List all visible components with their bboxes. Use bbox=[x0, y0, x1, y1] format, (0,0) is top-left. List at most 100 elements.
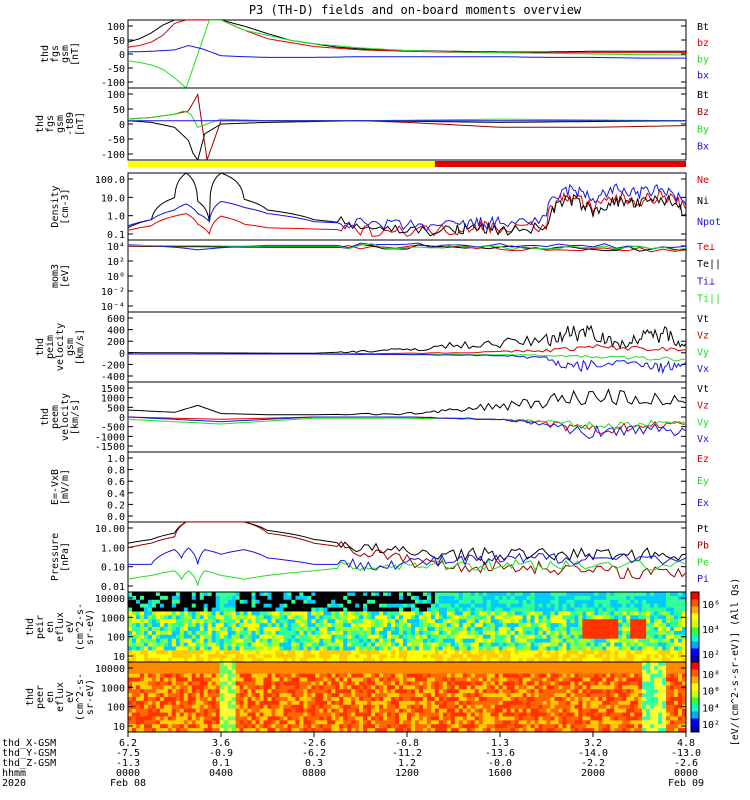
spectrogram-cell bbox=[446, 642, 452, 647]
spectrogram-cell bbox=[546, 607, 551, 612]
spectrogram-cell bbox=[239, 669, 244, 675]
spectrogram-cell bbox=[299, 720, 304, 725]
spectrogram-cell bbox=[367, 677, 372, 682]
spectrogram-cell bbox=[167, 627, 173, 632]
spectrogram-cell bbox=[199, 658, 205, 663]
spectrogram-cell bbox=[295, 677, 300, 682]
spectrogram-cell bbox=[594, 720, 599, 725]
spectrogram-cell bbox=[614, 685, 619, 690]
spectrogram-cell bbox=[155, 716, 161, 721]
spectrogram-cell bbox=[538, 697, 543, 702]
spectrogram-cell bbox=[426, 697, 432, 702]
spectrogram-cell bbox=[610, 697, 615, 702]
spectrogram-cell bbox=[486, 693, 492, 698]
spectrogram-cell bbox=[530, 728, 535, 733]
spectrogram-cell bbox=[618, 728, 623, 733]
spectrogram-cell bbox=[239, 704, 244, 710]
spectrogram-cell bbox=[403, 615, 408, 620]
spectrogram-cell bbox=[446, 654, 452, 659]
spectrogram-cell bbox=[506, 658, 512, 663]
spectrogram-cell bbox=[594, 681, 599, 686]
spectrogram-cell bbox=[159, 720, 165, 725]
spectrogram-cell bbox=[602, 611, 607, 616]
spectrogram-cell bbox=[339, 693, 344, 698]
spectrogram-cell bbox=[199, 669, 205, 675]
spectrogram-cell bbox=[494, 634, 500, 640]
spectrogram-cell bbox=[251, 607, 256, 612]
spectrogram-cell bbox=[287, 611, 292, 616]
spectrogram-cell bbox=[219, 697, 225, 702]
spectrogram-cell bbox=[391, 599, 396, 605]
spectrogram-cell bbox=[139, 662, 145, 667]
spectrogram-cell bbox=[363, 681, 368, 686]
spectrogram-cell bbox=[315, 619, 320, 624]
spectrogram-cell bbox=[622, 669, 627, 675]
spectrogram-cell bbox=[666, 685, 671, 690]
spectrogram-cell bbox=[662, 638, 667, 643]
spectrogram-cell bbox=[163, 638, 169, 643]
spectrogram-cell bbox=[207, 704, 213, 710]
spectrogram-cell bbox=[538, 599, 543, 605]
spectrogram-cell bbox=[267, 662, 272, 667]
spectrogram-cell bbox=[578, 646, 583, 651]
spectrogram-cell bbox=[215, 619, 221, 624]
spectrogram-cell bbox=[159, 708, 165, 713]
spectrogram-cell bbox=[514, 662, 519, 667]
spectrogram-cell bbox=[167, 728, 173, 733]
spectrogram-cell bbox=[231, 595, 237, 601]
spectrogram-cell bbox=[538, 646, 543, 651]
spectrogram-cell bbox=[606, 615, 611, 620]
spectrogram-cell bbox=[498, 642, 504, 647]
spectrogram-cell bbox=[339, 650, 344, 655]
spectrogram-cell bbox=[128, 658, 133, 663]
spectrogram-cell bbox=[662, 669, 667, 675]
spectrogram-cell bbox=[351, 708, 356, 713]
spectrogram-cell bbox=[339, 642, 344, 647]
spectrogram-cell bbox=[514, 712, 519, 717]
spectrogram-cell bbox=[211, 615, 217, 620]
spectrogram-cell bbox=[454, 603, 460, 608]
spectrogram-cell bbox=[207, 646, 213, 651]
spectrogram-cell bbox=[383, 599, 388, 605]
spectrogram-cell bbox=[319, 681, 324, 686]
spectrogram-cell bbox=[211, 603, 217, 608]
spectrogram-cell bbox=[538, 650, 543, 655]
spectrogram-cell bbox=[630, 704, 635, 710]
spectrogram-cell bbox=[582, 638, 587, 643]
spectrogram-cell bbox=[179, 603, 185, 608]
spectrogram-cell bbox=[219, 708, 225, 713]
spectrogram-cell bbox=[442, 595, 448, 601]
spectrogram-cell bbox=[271, 689, 276, 694]
spectrogram-cell bbox=[128, 720, 133, 725]
spectrogram-cell bbox=[391, 704, 396, 710]
spectrogram-cell bbox=[542, 619, 547, 624]
spectrogram-cell bbox=[578, 595, 583, 601]
spectrogram-cell bbox=[506, 592, 512, 597]
spectrogram-cell bbox=[331, 681, 336, 686]
spectrogram-cell bbox=[606, 623, 611, 628]
spectrogram-cell bbox=[410, 724, 416, 729]
spectrogram-cell bbox=[155, 615, 161, 620]
spectrogram-cell bbox=[403, 716, 408, 721]
spectrogram-cell bbox=[570, 627, 575, 632]
spectrogram-cell bbox=[522, 603, 527, 608]
spectrogram-cell bbox=[151, 720, 157, 725]
spectrogram-cell bbox=[387, 697, 392, 702]
spectrogram-cell bbox=[574, 599, 579, 605]
spectrogram-cell bbox=[243, 724, 248, 729]
spectrogram-cell bbox=[562, 634, 567, 640]
spectrogram-cell bbox=[410, 720, 416, 725]
spectrogram-cell bbox=[466, 697, 472, 702]
spectrogram-cell bbox=[490, 611, 496, 616]
spectrogram-cell bbox=[335, 611, 340, 616]
spectrogram-cell bbox=[195, 665, 201, 671]
spectrogram-cell bbox=[263, 665, 268, 671]
spectrogram-cell bbox=[371, 623, 376, 628]
spectrogram-cell bbox=[243, 658, 248, 663]
spectrogram-cell bbox=[502, 642, 508, 647]
spectrogram-cell bbox=[674, 673, 679, 678]
spectrogram-cell bbox=[315, 728, 320, 733]
spectrogram-cell bbox=[251, 704, 256, 710]
spectrogram-cell bbox=[335, 615, 340, 620]
spectrogram-cell bbox=[574, 615, 579, 620]
